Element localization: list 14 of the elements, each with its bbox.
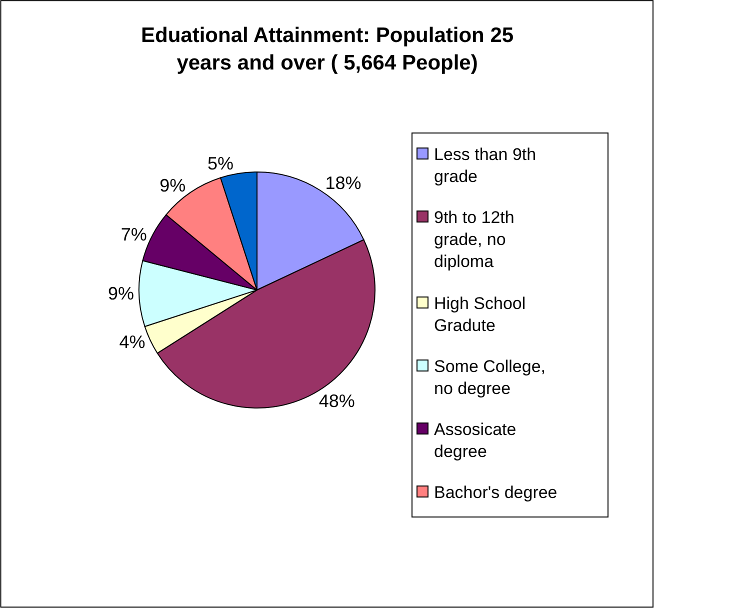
data-label: 7% (120, 224, 147, 244)
chart-title: Eduational Attainment: Population 25 years and over ( 5,664 People) (141, 24, 514, 74)
data-label: 4% (119, 332, 146, 352)
data-label: 5% (208, 154, 234, 174)
data-label: 18% (325, 173, 362, 194)
legend-label: Less than 9th grade (434, 145, 536, 186)
legend-label: Bachor's degree (434, 483, 558, 502)
legend-label: Some College, no degree (434, 357, 546, 398)
data-label: 9% (108, 284, 134, 304)
legend-label: Assosicate degree (434, 420, 516, 462)
legend-label: 9th to 12th grade, no diploma (434, 208, 514, 272)
data-label: 48% (318, 391, 355, 412)
data-label: 9% (160, 176, 186, 196)
legend-label: High School Gradute (434, 294, 526, 336)
